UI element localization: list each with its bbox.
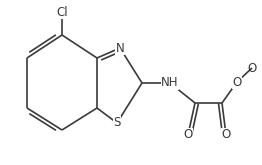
Text: S: S (113, 116, 121, 130)
Text: O: O (232, 76, 242, 88)
Text: N: N (116, 42, 124, 54)
Text: Cl: Cl (56, 5, 68, 18)
Text: O: O (183, 129, 193, 142)
Text: O: O (247, 62, 256, 75)
Text: NH: NH (161, 77, 179, 89)
Text: O: O (221, 129, 231, 142)
